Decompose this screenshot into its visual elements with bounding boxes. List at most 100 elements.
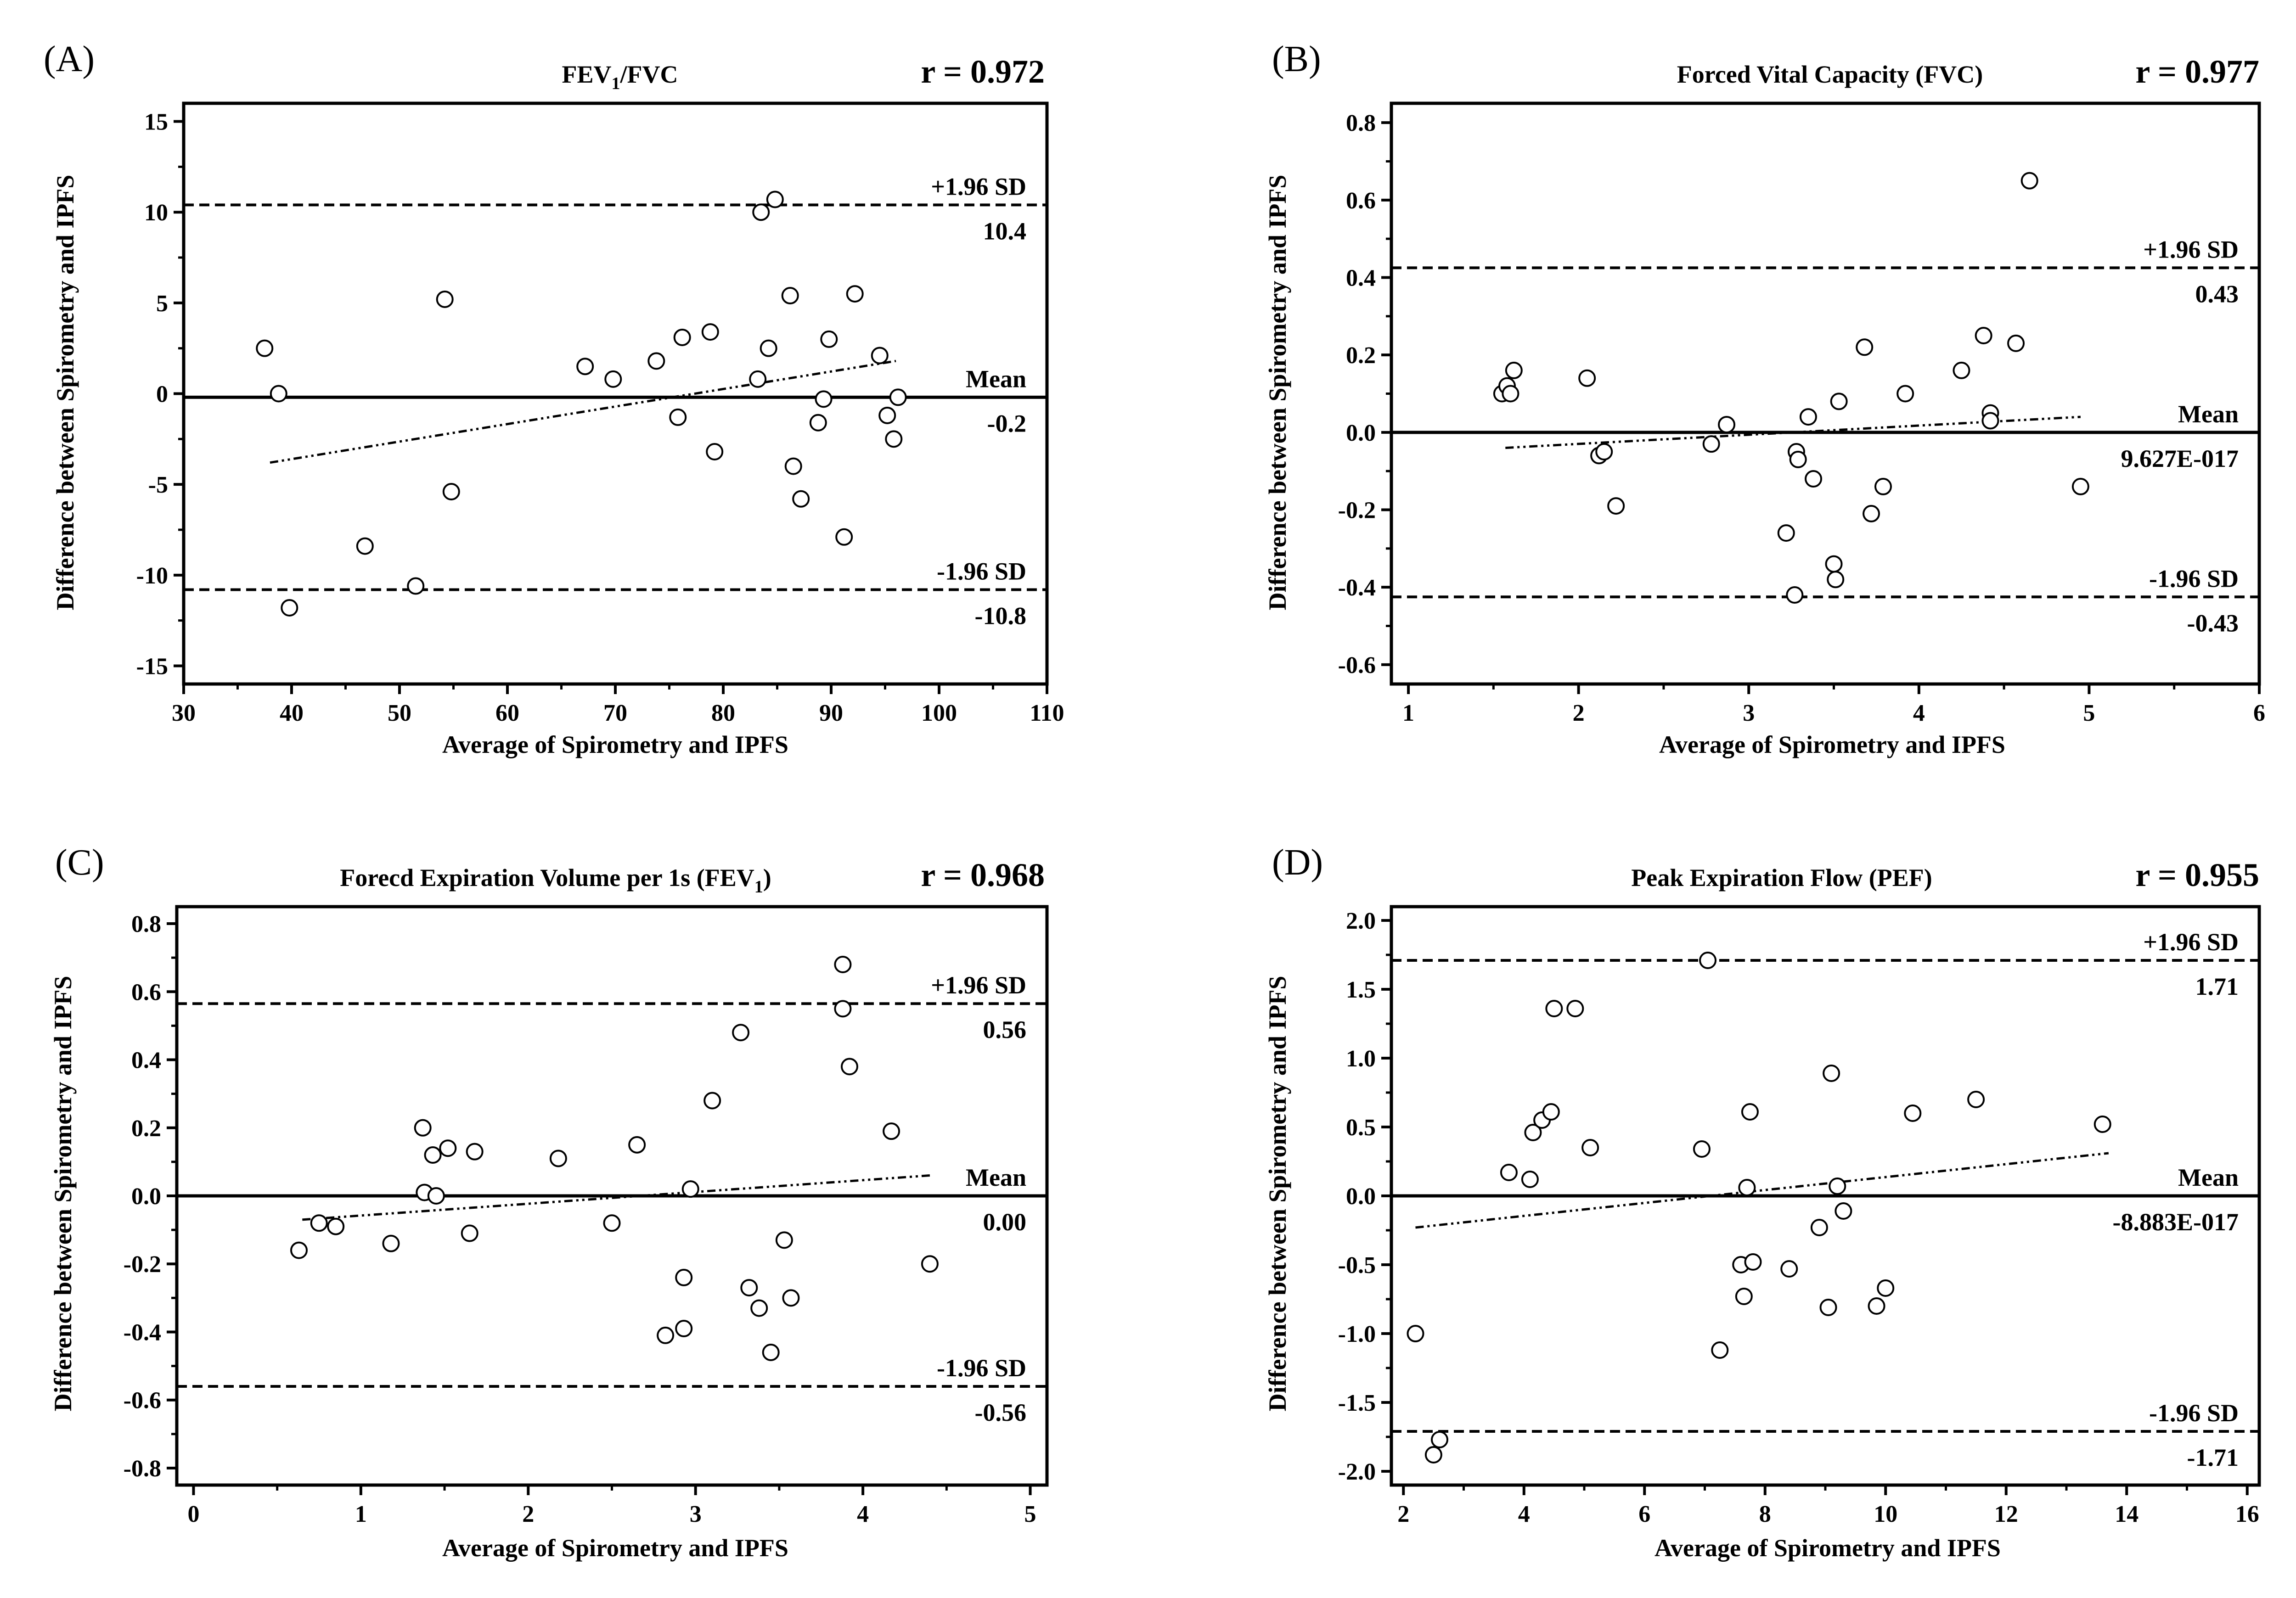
- x-tick-label: 14: [2115, 1501, 2138, 1527]
- mean-value: 9.627E-017: [2121, 445, 2239, 472]
- lower-limit-label: -1.96 SD: [2149, 565, 2239, 592]
- y-tick-label: 0.0: [131, 1183, 161, 1210]
- data-point: [427, 1187, 445, 1205]
- panel-label: (A): [44, 39, 95, 79]
- x-tick-label: 100: [921, 700, 957, 726]
- data-point: [1578, 369, 1596, 387]
- lower-limit-label: -1.96 SD: [937, 557, 1026, 585]
- data-point: [1738, 1179, 1756, 1196]
- y-tick-label: -0.4: [1338, 575, 1376, 601]
- data-point: [878, 406, 896, 424]
- x-tick-label: 3: [1743, 700, 1755, 726]
- plot-area: -2.0 -1.5 -1.0 -0.5 0.0 0.5 1.0 1.5 2.0 2 4 6 8 10 12 1…: [1338, 905, 2261, 1527]
- data-point: [834, 1000, 852, 1018]
- data-point: [675, 1268, 693, 1286]
- data-point: [1607, 497, 1625, 515]
- data-point: [871, 347, 889, 364]
- mean-label: Mean: [966, 1164, 1026, 1191]
- correlation-label: r = 0.977: [2135, 53, 2259, 90]
- data-point: [270, 385, 287, 403]
- data-point: [673, 328, 691, 346]
- data-point: [1896, 385, 1914, 403]
- data-point: [414, 1119, 432, 1137]
- data-point: [840, 1058, 858, 1076]
- y-tick-label: -5: [148, 472, 168, 498]
- plot-area: -0.6 -0.4 -0.2 0.0 0.2 0.4 0.6 0.8 1 2 3 4 5 6 +1.96 S…: [1338, 101, 2265, 726]
- lower-limit-value: -10.8: [975, 602, 1026, 629]
- data-point: [647, 352, 665, 370]
- data-point: [1431, 1431, 1448, 1448]
- data-point: [461, 1224, 478, 1242]
- data-point: [1863, 505, 1880, 522]
- x-tick-label: 4: [1913, 700, 1925, 726]
- data-point: [815, 390, 833, 408]
- plot-frame: [182, 101, 1049, 686]
- upper-limit-value: 0.43: [2195, 280, 2239, 308]
- data-point: [1981, 412, 1999, 430]
- x-tick-label: 1: [1402, 700, 1414, 726]
- x-tick-label: 8: [1759, 1501, 1771, 1527]
- data-point: [1874, 477, 1892, 495]
- data-point: [1805, 470, 1823, 488]
- panel-label: (D): [1272, 842, 1323, 883]
- data-point: [762, 1343, 780, 1361]
- x-tick-label: 60: [495, 700, 519, 726]
- lower-limit-value: -0.56: [975, 1399, 1026, 1426]
- lower-limit-value: -0.43: [2187, 609, 2239, 637]
- data-point: [1835, 1202, 1852, 1220]
- data-point: [1830, 392, 1848, 410]
- regression-trend-line: [270, 359, 896, 464]
- data-point: [603, 1214, 621, 1232]
- panel-d: (D) Peak Expiration Flow (PEF) r = 0.955…: [1264, 842, 2261, 1562]
- upper-limit-label: +1.96 SD: [2143, 928, 2239, 956]
- data-point: [1424, 1446, 1442, 1463]
- data-point: [466, 1143, 484, 1161]
- data-point: [675, 1320, 693, 1338]
- y-tick-label: -0.6: [1338, 652, 1376, 678]
- data-point: [1904, 1105, 1922, 1122]
- correlation-label: r = 0.972: [921, 53, 1045, 90]
- data-point: [1975, 327, 1992, 344]
- y-tick-label: -0.4: [124, 1319, 161, 1346]
- data-point: [883, 1122, 900, 1140]
- data-point: [1711, 1341, 1729, 1359]
- data-point: [549, 1149, 567, 1167]
- x-axis-label: Average of Spirometry and IPFS: [442, 731, 788, 758]
- data-point: [1595, 443, 1613, 460]
- x-tick-label: 4: [1518, 1501, 1530, 1527]
- data-point: [1823, 1065, 1840, 1082]
- y-tick-label: 5: [156, 291, 168, 317]
- data-point: [628, 1136, 646, 1154]
- upper-limit-label: +1.96 SD: [2143, 235, 2239, 263]
- y-tick-label: 0.8: [131, 911, 161, 937]
- y-tick-label: -10: [136, 563, 168, 589]
- x-tick-label: 40: [280, 700, 304, 726]
- data-point: [1953, 361, 1970, 379]
- regression-trend-line: [302, 1174, 930, 1221]
- data-point: [681, 1180, 699, 1198]
- y-tick-label: -0.2: [1338, 498, 1376, 524]
- y-tick-label: -1.5: [1338, 1390, 1376, 1416]
- data-point: [576, 358, 594, 376]
- data-point: [1786, 586, 1804, 604]
- y-axis-label: Difference between Spirometry and IPFS: [1264, 976, 1291, 1412]
- data-point: [703, 1092, 721, 1110]
- data-point: [750, 1299, 768, 1317]
- y-tick-label: -0.2: [124, 1251, 161, 1278]
- data-point: [766, 191, 784, 208]
- data-point: [356, 537, 374, 555]
- y-tick-label: -15: [136, 653, 168, 679]
- upper-limit-value: 0.56: [983, 1016, 1027, 1043]
- data-point: [784, 457, 802, 475]
- plot-area: -15 -10 -5 0 5 10 15 30 40 50 60 70 80 90 100 110 +1.96 …: [136, 101, 1064, 726]
- y-tick-label: -0.6: [124, 1388, 161, 1414]
- y-tick-label: -0.8: [124, 1456, 161, 1482]
- data-point: [781, 287, 799, 305]
- data-point: [1877, 1279, 1895, 1297]
- x-tick-label: 6: [2253, 700, 2265, 726]
- upper-limit-value: 1.71: [2195, 973, 2239, 1000]
- x-tick-label: 12: [1994, 1501, 2018, 1527]
- x-tick-label: 110: [1030, 700, 1064, 726]
- data-point: [1777, 524, 1795, 542]
